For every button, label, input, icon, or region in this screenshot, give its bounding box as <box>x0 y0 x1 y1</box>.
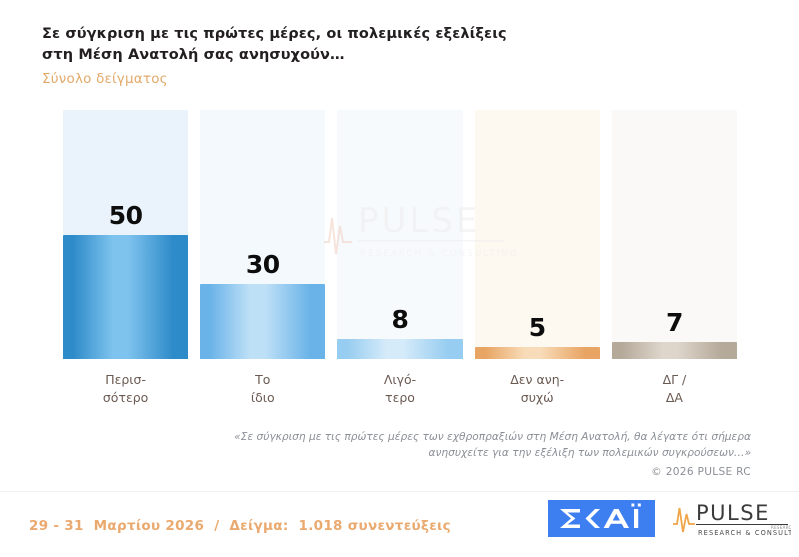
page-title: Σε σύγκριση με τις πρώτες μέρες, οι πολε… <box>42 26 507 63</box>
footer-divider <box>0 491 799 492</box>
footer-logos: PULSE RESEARCH RESEARCH & CONSULTING <box>548 498 791 538</box>
bar-value-label: 7 <box>665 307 683 337</box>
pulse-logo: PULSE RESEARCH RESEARCH & CONSULTING <box>673 501 791 537</box>
bar-column[interactable]: 8 <box>337 110 463 359</box>
bar-column-background <box>474 110 600 359</box>
skai-logo <box>548 499 655 537</box>
bar-column[interactable]: 5 <box>474 110 600 359</box>
bar[interactable] <box>611 341 738 359</box>
bar-value-label: 30 <box>245 250 280 280</box>
x-axis-label: Λιγό- τερο <box>383 372 417 406</box>
svg-text:RESEARCH & CONSULTING: RESEARCH & CONSULTING <box>698 529 791 537</box>
bar[interactable] <box>200 284 326 359</box>
x-axis-label: Δεν ανη- συχώ <box>510 372 565 406</box>
chart-header: Σε σύγκριση με τις πρώτες μέρες, οι πολε… <box>42 24 562 87</box>
x-axis-label: Το ίδιο <box>250 372 275 406</box>
bar-column[interactable]: 7 <box>611 110 738 359</box>
copyright-notice: © 2026 PULSE RC <box>651 466 751 478</box>
bar-chart-plot-area: 50 30 8 5 7 <box>63 110 738 359</box>
fieldwork-date-sample: 29 - 31 Μαρτίου 2026 / Δείγμα: 1.018 συν… <box>29 518 451 534</box>
bar[interactable] <box>63 234 189 359</box>
bar-column[interactable]: 50 <box>63 110 189 359</box>
bar-value-label: 8 <box>391 305 409 335</box>
bar[interactable] <box>474 346 600 359</box>
bar-value-label: 5 <box>528 312 546 342</box>
svg-text:PULSE: PULSE <box>696 501 770 525</box>
svg-text:RESEARCH: RESEARCH <box>771 525 791 530</box>
bar-value-label: 50 <box>108 200 143 230</box>
x-axis-label: Περισ- σότερο <box>102 372 149 406</box>
bar[interactable] <box>337 339 463 359</box>
x-axis-label: ΔΓ / ΔΑ <box>662 372 687 406</box>
bar-column-background <box>611 110 738 359</box>
chart-subtitle: Σύνολο δείγματος <box>42 71 168 88</box>
question-footnote: «Σε σύγκριση με τις πρώτες μέρες των εχθ… <box>234 431 751 459</box>
x-axis-labels: Περισ- σότερο Το ίδιο Λιγό- τερο Δεν ανη- σ… <box>63 371 737 407</box>
bar-column-background <box>337 110 463 359</box>
bar-column[interactable]: 30 <box>200 110 326 359</box>
